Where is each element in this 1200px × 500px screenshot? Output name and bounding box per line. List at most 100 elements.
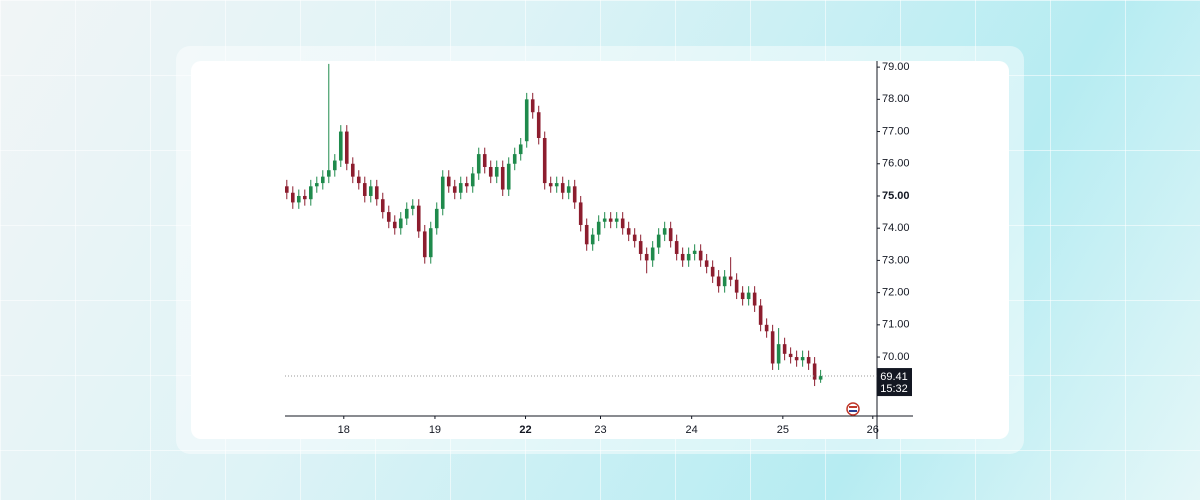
candle-body — [452, 186, 457, 193]
countdown-label: 15:32 — [880, 383, 908, 395]
candle-body — [596, 221, 601, 235]
candle-body — [314, 183, 319, 187]
candle-body — [362, 183, 367, 196]
candle-body — [602, 218, 607, 222]
candle-body — [650, 247, 655, 261]
candle-body — [770, 331, 775, 364]
candle-body — [566, 186, 571, 193]
candle-body — [674, 241, 679, 254]
candle-body — [302, 195, 307, 200]
candle-body — [782, 344, 787, 354]
candle-body — [404, 208, 409, 219]
candle-body — [560, 183, 565, 193]
y-tick-label: 79.00 — [882, 61, 910, 73]
candle-body — [410, 205, 415, 209]
candle-body — [518, 144, 523, 155]
candle-body — [788, 353, 793, 358]
candle-body — [728, 276, 733, 280]
candle-body — [356, 176, 361, 184]
candle-body — [590, 234, 595, 245]
y-tick-label: 77.00 — [882, 125, 910, 137]
candle-body — [800, 357, 805, 361]
candle-body — [722, 276, 727, 287]
candle-body — [572, 186, 577, 203]
candle-body — [488, 166, 493, 177]
flag-icon — [846, 402, 860, 416]
candle-body — [506, 163, 511, 190]
candle-body — [440, 176, 445, 209]
candle-body — [764, 324, 769, 332]
candle-body — [464, 183, 469, 187]
candle-body — [806, 357, 811, 364]
candle-body — [626, 228, 631, 235]
candle-body — [542, 137, 547, 184]
candle-body — [692, 250, 697, 254]
candle-body — [428, 228, 433, 258]
candle-body — [482, 154, 487, 167]
candle-body — [320, 176, 325, 184]
candle-body — [668, 228, 673, 242]
x-tick-label: 22 — [519, 424, 531, 436]
candle-body — [632, 234, 637, 242]
candle-body — [710, 266, 715, 277]
candle-body — [386, 212, 391, 222]
y-tick-label: 71.00 — [882, 319, 910, 331]
candle-body — [350, 163, 355, 177]
candle-body — [470, 173, 475, 187]
candle-body — [794, 357, 799, 361]
candle-body — [740, 292, 745, 300]
candle-body — [524, 99, 529, 142]
candle-body — [614, 218, 619, 222]
x-tick-label: 25 — [777, 424, 789, 436]
candle-body — [686, 253, 691, 261]
candle-body — [662, 228, 667, 235]
candle-body — [416, 205, 421, 232]
candle-body — [638, 241, 643, 254]
candle-body — [656, 234, 661, 248]
candle-body — [344, 131, 349, 164]
candle-body — [500, 166, 505, 190]
candle-body — [620, 218, 625, 229]
x-tick-label: 18 — [338, 424, 350, 436]
candle-body — [458, 183, 463, 193]
candle-body — [746, 292, 751, 300]
candle-body — [476, 154, 481, 174]
candle-body — [434, 208, 439, 229]
candle-body — [554, 183, 559, 187]
y-tick-label: 73.00 — [882, 254, 910, 266]
candle-body — [734, 279, 739, 293]
candle-body — [368, 186, 373, 196]
candle-body — [380, 199, 385, 213]
y-tick-label: 76.00 — [882, 158, 910, 170]
candle-body — [494, 166, 499, 177]
candle-body — [392, 221, 397, 229]
x-tick-label: 26 — [867, 424, 879, 436]
candle-body — [578, 202, 583, 225]
x-tick-label: 23 — [594, 424, 606, 436]
candle-body — [536, 112, 541, 138]
candle-body — [644, 253, 649, 261]
candle-body — [296, 195, 301, 203]
candle-body — [446, 176, 451, 187]
candle-body — [338, 131, 343, 161]
y-tick-label: 74.00 — [882, 222, 910, 234]
candle-body — [290, 192, 295, 203]
candle-body — [698, 250, 703, 261]
x-tick-label: 24 — [686, 424, 698, 436]
last-price-label: 69.41 — [880, 371, 908, 383]
candle-body — [530, 99, 535, 113]
candle-body — [758, 305, 763, 325]
candle-body — [818, 376, 823, 380]
y-tick-label: 78.00 — [882, 93, 910, 105]
candle-body — [326, 170, 331, 177]
candle-body — [812, 363, 817, 380]
candle-body — [608, 218, 613, 222]
x-tick-label: 19 — [429, 424, 441, 436]
candle-body — [422, 231, 427, 258]
y-tick-label: 72.00 — [882, 287, 910, 299]
last-price-box — [877, 368, 912, 397]
candle-body — [704, 260, 709, 267]
candle-body — [776, 344, 781, 364]
